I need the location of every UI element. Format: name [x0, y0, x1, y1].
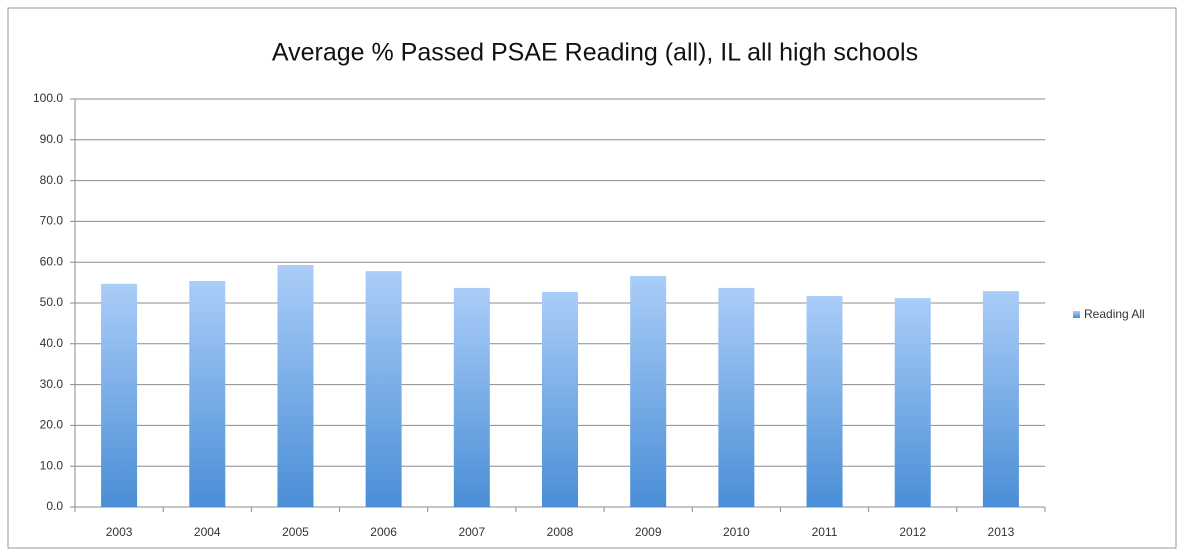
y-tick-label: 60.0 [40, 254, 64, 268]
bar [894, 298, 931, 507]
bar [542, 291, 578, 507]
bar [453, 287, 490, 507]
chart-title: Average % Passed PSAE Reading (all), IL … [272, 39, 918, 67]
y-tick-label: 0.0 [46, 499, 63, 513]
x-tick-label: 2005 [282, 525, 309, 539]
x-tick-label: 2007 [458, 525, 485, 539]
x-tick-label: 2006 [370, 525, 397, 539]
bar [630, 276, 667, 507]
bar [101, 283, 138, 507]
y-tick-label: 70.0 [40, 214, 64, 228]
bar [365, 271, 402, 507]
legend-swatch [1073, 311, 1080, 318]
x-tick-label: 2009 [635, 525, 662, 539]
x-tick-label: 2011 [812, 525, 838, 539]
bar [718, 287, 755, 507]
bar [189, 280, 226, 507]
x-tick-label: 2003 [106, 525, 133, 539]
x-tick-label: 2004 [194, 525, 221, 539]
y-tick-label: 50.0 [40, 295, 64, 309]
y-tick-label: 90.0 [40, 132, 64, 146]
bar [806, 296, 843, 507]
y-tick-label: 100.0 [33, 91, 63, 105]
y-tick-label: 20.0 [40, 418, 64, 432]
y-tick-label: 30.0 [40, 377, 64, 391]
y-tick-label: 80.0 [40, 173, 64, 187]
x-tick-label: 2012 [899, 525, 926, 539]
x-tick-label: 2010 [723, 525, 750, 539]
x-tick-label: 2008 [547, 525, 574, 539]
x-tick-label: 2013 [988, 525, 1015, 539]
y-tick-label: 40.0 [40, 336, 64, 350]
bar [982, 291, 1019, 507]
legend-label: Reading All [1084, 307, 1145, 321]
y-tick-label: 10.0 [40, 458, 64, 472]
bar [277, 265, 314, 507]
